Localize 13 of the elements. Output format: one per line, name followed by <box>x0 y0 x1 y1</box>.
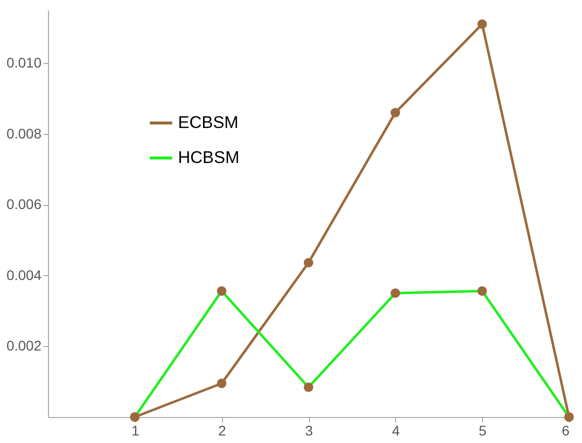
y-tick-label: 0.010 <box>6 54 42 71</box>
x-tick-label: 5 <box>478 422 487 438</box>
y-tick-label: 0.008 <box>6 125 42 142</box>
x-tick-label: 2 <box>218 422 226 438</box>
y-tick-label: 0.004 <box>6 266 42 283</box>
legend-label: ECBSM <box>178 113 238 132</box>
y-tick-label: 0.002 <box>6 338 42 354</box>
x-tick-label: 1 <box>131 422 140 438</box>
x-tick-label: 4 <box>392 422 400 438</box>
x-tick-label: 3 <box>305 422 314 438</box>
x-tick-label: 6 <box>562 422 570 438</box>
y-tick-label: 0.006 <box>6 196 42 212</box>
legend-label: HCBSM <box>178 148 240 167</box>
